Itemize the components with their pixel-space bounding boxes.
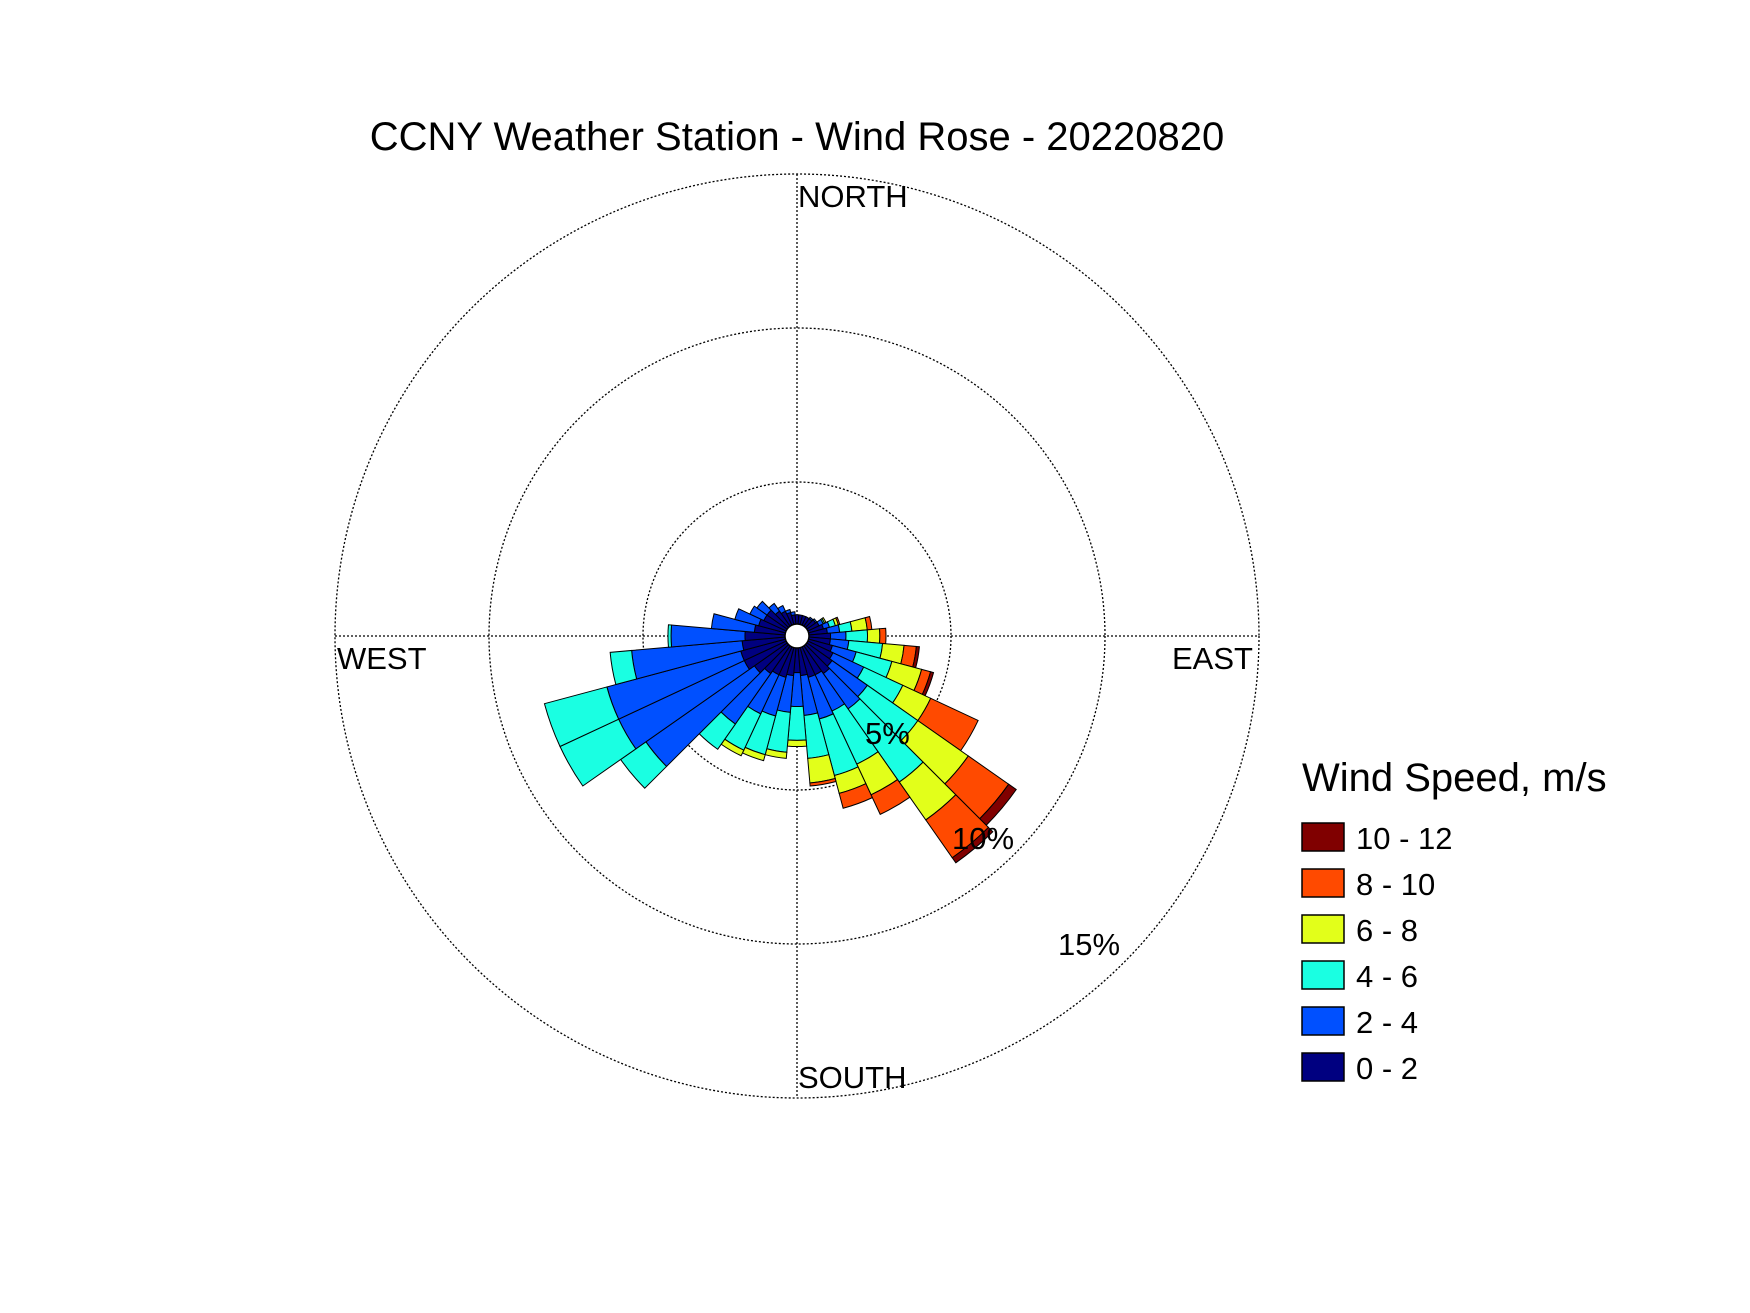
wind-bar-150-bin-4 — [870, 778, 911, 816]
wind-bar-330-bin-1 — [777, 604, 787, 615]
center-hole — [784, 623, 810, 649]
direction-label-north: NORTH — [798, 179, 908, 214]
wind-rose-bars — [543, 600, 1017, 864]
direction-label-south: SOUTH — [798, 1060, 907, 1095]
wind-bar-180-bin-3 — [786, 739, 808, 748]
legend-item: 10 - 12 — [1301, 821, 1453, 856]
legend-swatch — [1301, 914, 1345, 944]
legend-label: 4 - 6 — [1356, 959, 1418, 994]
wind-bar-250-bin-2 — [543, 686, 620, 748]
legend-item: 2 - 4 — [1301, 1005, 1418, 1040]
legend-label: 6 - 8 — [1356, 913, 1418, 948]
radial-label-5: 5% — [865, 716, 910, 751]
direction-label-east: EAST — [1172, 641, 1253, 676]
wind-bar-140-bin-5 — [951, 826, 994, 864]
legend-swatch — [1301, 822, 1345, 852]
radial-label-10: 10% — [952, 821, 1014, 856]
wind-bar-90-bin-4 — [878, 627, 887, 645]
legend-item: 0 - 2 — [1301, 1051, 1418, 1086]
legend-swatch — [1301, 868, 1345, 898]
legend-label: 0 - 2 — [1356, 1051, 1418, 1086]
wind-bar-320-bin-1 — [768, 602, 781, 616]
wind-bar-310-bin-1 — [756, 600, 772, 616]
legend: Wind Speed, m/s 10 - 12 8 - 10 6 - 8 4 - 6 2… — [1301, 756, 1607, 1086]
wind-bar-300-bin-1 — [749, 605, 768, 622]
wind-bar-170-bin-4 — [809, 777, 837, 787]
legend-title: Wind Speed, m/s — [1302, 756, 1607, 800]
wind-bar-60-bin-3 — [821, 616, 827, 624]
radial-label-15: 15% — [1058, 927, 1120, 962]
legend-swatch — [1301, 960, 1345, 990]
wind-bar-160-bin-4 — [838, 782, 874, 809]
legend-swatch — [1301, 1052, 1345, 1082]
legend-label: 8 - 10 — [1356, 867, 1435, 902]
legend-swatch — [1301, 1006, 1345, 1036]
legend-item: 4 - 6 — [1301, 959, 1418, 994]
wind-bar-280-bin-1 — [710, 613, 757, 633]
wind-bar-90-bin-3 — [866, 628, 881, 644]
wind-bar-260-bin-2 — [609, 649, 638, 686]
wind-bar-350-bin-1 — [790, 611, 796, 617]
legend-item: 6 - 8 — [1301, 913, 1418, 948]
direction-label-west: WEST — [337, 641, 427, 676]
legend-items: 10 - 12 8 - 10 6 - 8 4 - 6 2 - 4 0 - 2 — [1301, 821, 1453, 1086]
wind-bar-290-bin-1 — [734, 608, 762, 627]
wind-bar-340-bin-1 — [784, 608, 792, 615]
chart-title: CCNY Weather Station - Wind Rose - 20220… — [370, 115, 1225, 159]
legend-label: 10 - 12 — [1356, 821, 1453, 856]
legend-label: 2 - 4 — [1356, 1005, 1418, 1040]
legend-item: 8 - 10 — [1301, 867, 1435, 902]
wind-bar-270-bin-2 — [667, 624, 673, 648]
